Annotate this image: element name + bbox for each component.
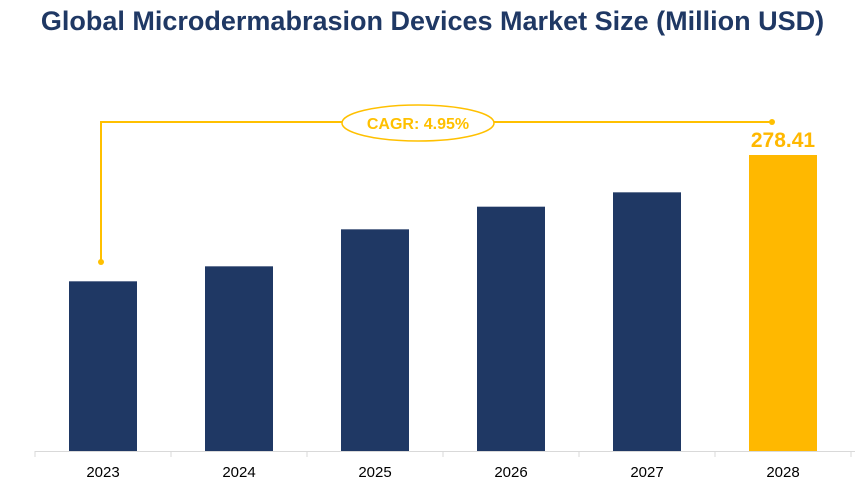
bar-2027 <box>613 192 681 452</box>
bar-2026 <box>477 206 545 451</box>
cagr-ellipse <box>341 104 495 142</box>
cagr-line-left <box>100 121 345 262</box>
cagr-start-dot <box>98 259 104 265</box>
chart-title: Global Microdermabrasion Devices Market … <box>40 6 825 36</box>
x-tick-label-2024: 2024 <box>222 464 255 481</box>
cagr-end-dot <box>769 119 775 125</box>
x-tick-label-2026: 2026 <box>494 464 527 481</box>
bar-2024 <box>205 266 273 451</box>
cagr-label: CAGR: 4.95% <box>367 116 469 133</box>
bar-2023 <box>69 281 137 451</box>
bar-2028 <box>749 155 817 451</box>
data-label-2028: 278.41 <box>751 129 816 152</box>
x-tick-label-2025: 2025 <box>358 464 391 481</box>
bar-2025 <box>341 229 409 451</box>
x-tick-label-2027: 2027 <box>630 464 663 481</box>
x-tick-label-2028: 2028 <box>766 464 799 481</box>
x-tick-label-2023: 2023 <box>86 464 119 481</box>
